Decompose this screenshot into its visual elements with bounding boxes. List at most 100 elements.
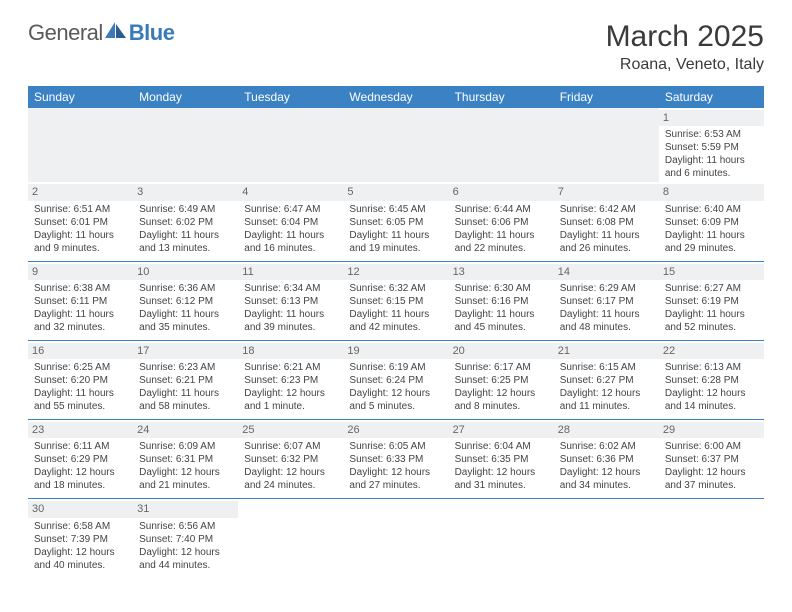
day-details: Sunrise: 6:11 AMSunset: 6:29 PMDaylight:… bbox=[34, 440, 127, 492]
daylight-text: Daylight: 12 hours and 31 minutes. bbox=[455, 466, 548, 492]
sunrise-text: Sunrise: 6:53 AM bbox=[665, 128, 758, 141]
calendar-empty bbox=[449, 499, 554, 578]
weekday-header: Monday bbox=[133, 86, 238, 108]
day-details: Sunrise: 6:27 AMSunset: 6:19 PMDaylight:… bbox=[665, 282, 758, 334]
sunrise-text: Sunrise: 6:44 AM bbox=[455, 203, 548, 216]
calendar-header-row: SundayMondayTuesdayWednesdayThursdayFrid… bbox=[28, 86, 764, 108]
sunset-text: Sunset: 6:20 PM bbox=[34, 374, 127, 387]
calendar-day: 7Sunrise: 6:42 AMSunset: 6:08 PMDaylight… bbox=[554, 182, 659, 261]
day-details: Sunrise: 6:25 AMSunset: 6:20 PMDaylight:… bbox=[34, 361, 127, 413]
sunrise-text: Sunrise: 6:29 AM bbox=[560, 282, 653, 295]
sunrise-text: Sunrise: 6:32 AM bbox=[349, 282, 442, 295]
sunrise-text: Sunrise: 6:05 AM bbox=[349, 440, 442, 453]
sunset-text: Sunset: 7:39 PM bbox=[34, 533, 127, 546]
day-number: 31 bbox=[133, 501, 238, 517]
sunset-text: Sunset: 6:37 PM bbox=[665, 453, 758, 466]
page-title: March 2025 bbox=[606, 20, 764, 54]
sunset-text: Sunset: 6:09 PM bbox=[665, 216, 758, 229]
calendar-day: 13 Sunrise: 6:30 AMSunset: 6:16 PMDayligh… bbox=[449, 261, 554, 340]
daylight-text: Daylight: 11 hours and 19 minutes. bbox=[349, 229, 442, 255]
calendar-empty bbox=[449, 108, 554, 182]
calendar-day: 8Sunrise: 6:40 AMSunset: 6:09 PMDaylight… bbox=[659, 182, 764, 261]
sunset-text: Sunset: 6:27 PM bbox=[560, 374, 653, 387]
sunset-text: Sunset: 6:01 PM bbox=[34, 216, 127, 229]
day-details: Sunrise: 6:07 AMSunset: 6:32 PMDaylight:… bbox=[244, 440, 337, 492]
sunrise-text: Sunrise: 6:11 AM bbox=[34, 440, 127, 453]
sunrise-text: Sunrise: 6:17 AM bbox=[455, 361, 548, 374]
daylight-text: Daylight: 11 hours and 26 minutes. bbox=[560, 229, 653, 255]
sunrise-text: Sunrise: 6:25 AM bbox=[34, 361, 127, 374]
daylight-text: Daylight: 11 hours and 58 minutes. bbox=[139, 387, 232, 413]
sunset-text: Sunset: 6:32 PM bbox=[244, 453, 337, 466]
calendar-day: 4Sunrise: 6:47 AMSunset: 6:04 PMDaylight… bbox=[238, 182, 343, 261]
sunrise-text: Sunrise: 6:47 AM bbox=[244, 203, 337, 216]
calendar-week: 1Sunrise: 6:53 AMSunset: 5:59 PMDaylight… bbox=[28, 108, 764, 182]
day-details: Sunrise: 6:56 AMSunset: 7:40 PMDaylight:… bbox=[139, 520, 232, 572]
day-details: Sunrise: 6:02 AMSunset: 6:36 PMDaylight:… bbox=[560, 440, 653, 492]
sunrise-text: Sunrise: 6:56 AM bbox=[139, 520, 232, 533]
sunset-text: Sunset: 6:29 PM bbox=[34, 453, 127, 466]
calendar-day: 27Sunrise: 6:04 AMSunset: 6:35 PMDayligh… bbox=[449, 420, 554, 499]
sunrise-text: Sunrise: 6:45 AM bbox=[349, 203, 442, 216]
calendar-empty bbox=[554, 108, 659, 182]
sunset-text: Sunset: 6:35 PM bbox=[455, 453, 548, 466]
day-number: 20 bbox=[449, 343, 554, 359]
daylight-text: Daylight: 11 hours and 48 minutes. bbox=[560, 308, 653, 334]
day-details: Sunrise: 6:21 AMSunset: 6:23 PMDaylight:… bbox=[244, 361, 337, 413]
day-number: 13 bbox=[449, 264, 554, 280]
sunrise-text: Sunrise: 6:38 AM bbox=[34, 282, 127, 295]
day-number: 28 bbox=[554, 422, 659, 438]
calendar-empty bbox=[238, 108, 343, 182]
calendar-day: 1Sunrise: 6:53 AMSunset: 5:59 PMDaylight… bbox=[659, 108, 764, 182]
day-number: 23 bbox=[28, 422, 133, 438]
sunset-text: Sunset: 6:04 PM bbox=[244, 216, 337, 229]
brand-part2: Blue bbox=[129, 20, 175, 46]
calendar-day: 18Sunrise: 6:21 AMSunset: 6:23 PMDayligh… bbox=[238, 340, 343, 419]
sunset-text: Sunset: 6:13 PM bbox=[244, 295, 337, 308]
day-number: 15 bbox=[659, 264, 764, 280]
sunset-text: Sunset: 6:31 PM bbox=[139, 453, 232, 466]
day-details: Sunrise: 6:29 AMSunset: 6:17 PMDaylight:… bbox=[560, 282, 653, 334]
weekday-header: Wednesday bbox=[343, 86, 448, 108]
weekday-header: Friday bbox=[554, 86, 659, 108]
calendar-day: 6Sunrise: 6:44 AMSunset: 6:06 PMDaylight… bbox=[449, 182, 554, 261]
day-number: 10 bbox=[133, 264, 238, 280]
calendar-day: 25 Sunrise: 6:07 AMSunset: 6:32 PMDayligh… bbox=[238, 420, 343, 499]
day-details: Sunrise: 6:45 AMSunset: 6:05 PMDaylight:… bbox=[349, 203, 442, 255]
sunset-text: Sunset: 6:23 PM bbox=[244, 374, 337, 387]
calendar-day: 21Sunrise: 6:15 AMSunset: 6:27 PMDayligh… bbox=[554, 340, 659, 419]
sunrise-text: Sunrise: 6:00 AM bbox=[665, 440, 758, 453]
sunrise-text: Sunrise: 6:49 AM bbox=[139, 203, 232, 216]
sunrise-text: Sunrise: 6:19 AM bbox=[349, 361, 442, 374]
day-details: Sunrise: 6:00 AMSunset: 6:37 PMDaylight:… bbox=[665, 440, 758, 492]
day-details: Sunrise: 6:30 AMSunset: 6:16 PMDaylight:… bbox=[455, 282, 548, 334]
day-details: Sunrise: 6:40 AMSunset: 6:09 PMDaylight:… bbox=[665, 203, 758, 255]
day-number: 3 bbox=[133, 184, 238, 200]
location-text: Roana, Veneto, Italy bbox=[606, 56, 764, 74]
calendar-day: 28 Sunrise: 6:02 AMSunset: 6:36 PMDayligh… bbox=[554, 420, 659, 499]
calendar-body: 1Sunrise: 6:53 AMSunset: 5:59 PMDaylight… bbox=[28, 108, 764, 578]
daylight-text: Daylight: 12 hours and 5 minutes. bbox=[349, 387, 442, 413]
calendar-week: 2Sunrise: 6:51 AMSunset: 6:01 PMDaylight… bbox=[28, 182, 764, 261]
daylight-text: Daylight: 12 hours and 24 minutes. bbox=[244, 466, 337, 492]
day-details: Sunrise: 6:51 AMSunset: 6:01 PMDaylight:… bbox=[34, 203, 127, 255]
day-number: 5 bbox=[343, 184, 448, 200]
sunset-text: Sunset: 6:11 PM bbox=[34, 295, 127, 308]
sunset-text: Sunset: 6:25 PM bbox=[455, 374, 548, 387]
day-details: Sunrise: 6:23 AMSunset: 6:21 PMDaylight:… bbox=[139, 361, 232, 413]
daylight-text: Daylight: 11 hours and 22 minutes. bbox=[455, 229, 548, 255]
sunrise-text: Sunrise: 6:21 AM bbox=[244, 361, 337, 374]
day-number: 7 bbox=[554, 184, 659, 200]
calendar-day: 16Sunrise: 6:25 AMSunset: 6:20 PMDayligh… bbox=[28, 340, 133, 419]
calendar-empty bbox=[659, 499, 764, 578]
weekday-header: Sunday bbox=[28, 86, 133, 108]
day-details: Sunrise: 6:15 AMSunset: 6:27 PMDaylight:… bbox=[560, 361, 653, 413]
calendar-day: 19Sunrise: 6:19 AMSunset: 6:24 PMDayligh… bbox=[343, 340, 448, 419]
day-details: Sunrise: 6:58 AMSunset: 7:39 PMDaylight:… bbox=[34, 520, 127, 572]
sunset-text: Sunset: 5:59 PM bbox=[665, 141, 758, 154]
sunrise-text: Sunrise: 6:58 AM bbox=[34, 520, 127, 533]
sail-icon bbox=[105, 22, 127, 40]
day-details: Sunrise: 6:13 AMSunset: 6:28 PMDaylight:… bbox=[665, 361, 758, 413]
day-number: 25 bbox=[238, 422, 343, 438]
calendar-day: 26Sunrise: 6:05 AMSunset: 6:33 PMDayligh… bbox=[343, 420, 448, 499]
